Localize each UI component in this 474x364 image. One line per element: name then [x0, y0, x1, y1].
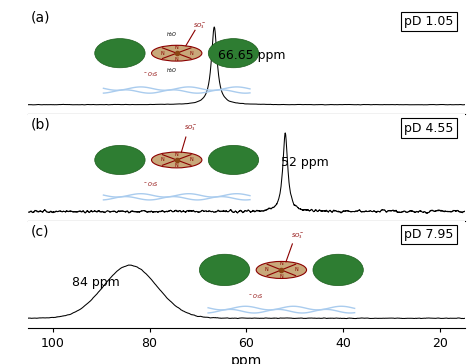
Text: (a): (a) [31, 11, 50, 24]
X-axis label: ppm: ppm [231, 354, 262, 364]
Text: pD 7.95: pD 7.95 [404, 228, 454, 241]
Text: 66.65 ppm: 66.65 ppm [218, 49, 285, 62]
Text: (b): (b) [31, 117, 50, 131]
Text: 52 ppm: 52 ppm [281, 155, 328, 169]
Text: 84 ppm: 84 ppm [73, 276, 120, 289]
Text: (c): (c) [31, 224, 49, 238]
Text: pD 4.55: pD 4.55 [404, 122, 454, 135]
Text: pD 1.05: pD 1.05 [404, 15, 454, 28]
